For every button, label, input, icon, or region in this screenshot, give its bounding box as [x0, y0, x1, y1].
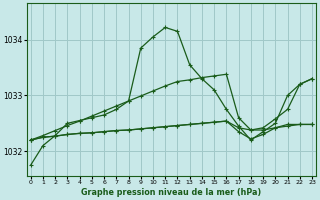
X-axis label: Graphe pression niveau de la mer (hPa): Graphe pression niveau de la mer (hPa) — [81, 188, 261, 197]
